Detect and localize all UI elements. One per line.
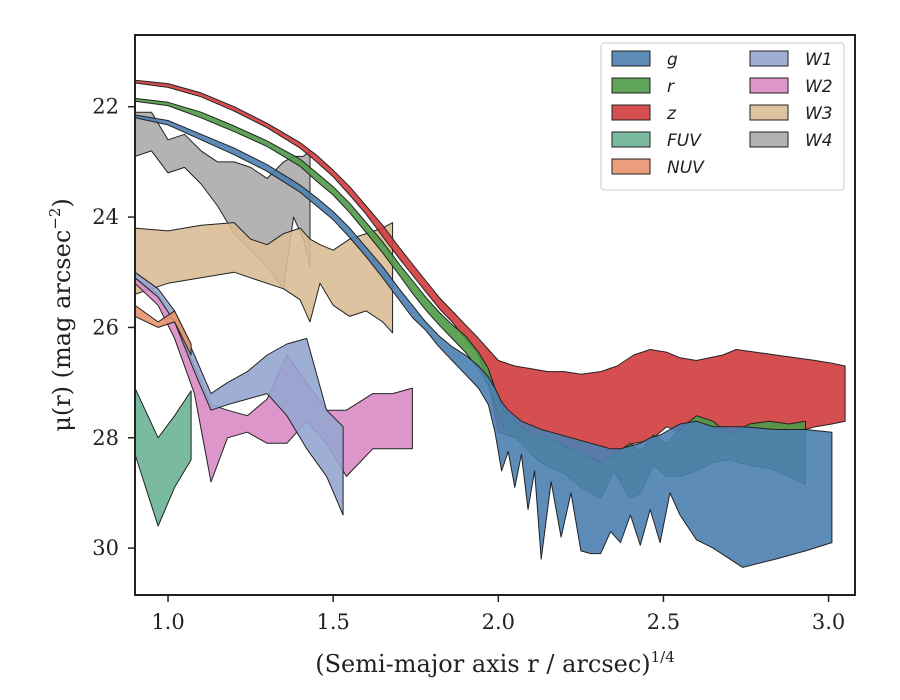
legend-swatch-fuv xyxy=(611,131,651,148)
y-tick-label: 30 xyxy=(92,536,119,560)
x-axis-label-text: (Semi-major axis r / arcsec) xyxy=(315,650,650,678)
legend-label-w1: W1 xyxy=(805,50,833,70)
series-band-nuv xyxy=(135,304,192,356)
y-tick-label: 28 xyxy=(92,426,119,450)
series-band-fuv xyxy=(135,387,192,527)
series-band-z xyxy=(135,79,846,464)
y-tick-label: 26 xyxy=(92,315,119,339)
y-axis-label-exponent: −2 xyxy=(46,208,64,230)
legend-swatch-nuv xyxy=(611,158,651,175)
series-layer xyxy=(135,79,846,568)
legend-swatch-g xyxy=(611,50,651,67)
x-tick-label: 2.0 xyxy=(482,610,515,634)
x-tick-label: 3.0 xyxy=(812,610,845,634)
legend: grz FUV NUV W1 W2 W3 W4 xyxy=(600,42,845,191)
legend-swatch-w1 xyxy=(749,50,789,67)
x-tick-label: 2.5 xyxy=(647,610,680,634)
y-axis-label-close: ) xyxy=(48,198,76,207)
y-axis-label: μ(r) (mag arcsec−2) xyxy=(46,198,76,432)
legend-label-g: g xyxy=(667,50,678,70)
legend-label-w2: W2 xyxy=(805,77,833,97)
legend-label-fuv: FUV xyxy=(667,131,702,151)
legend-label-r: r xyxy=(667,77,675,97)
legend-label-w3: W3 xyxy=(805,104,833,124)
legend-swatch-r xyxy=(611,77,651,94)
legend-swatch-w3 xyxy=(749,104,789,121)
legend-label-w4: W4 xyxy=(805,131,833,151)
x-tick-label: 1.0 xyxy=(151,610,184,634)
legend-swatch-w2 xyxy=(749,77,789,94)
legend-items: grz FUV NUV W1 W2 W3 W4 xyxy=(611,50,833,178)
series-band-g xyxy=(135,114,833,568)
y-tick-label: 24 xyxy=(92,205,119,229)
legend-swatch-w4 xyxy=(749,131,789,148)
legend-label-nuv: NUV xyxy=(667,158,705,178)
legend-swatch-z xyxy=(611,104,651,121)
y-axis: 22 24 26 28 30 xyxy=(92,95,135,560)
plot-frame xyxy=(134,34,856,596)
x-axis-label: (Semi-major axis r / arcsec)1/4 xyxy=(315,648,675,678)
x-axis: 1.0 1.5 2.0 2.5 3.0 xyxy=(151,595,845,634)
y-tick-label: 22 xyxy=(92,95,119,119)
y-axis-label-text: μ(r) (mag arcsec xyxy=(48,230,76,432)
legend-label-z: z xyxy=(666,104,677,124)
x-axis-label-exponent: 1/4 xyxy=(651,648,675,666)
series-band-w3 xyxy=(135,222,394,334)
x-tick-label: 1.5 xyxy=(316,610,349,634)
series-band-w1 xyxy=(135,271,344,516)
